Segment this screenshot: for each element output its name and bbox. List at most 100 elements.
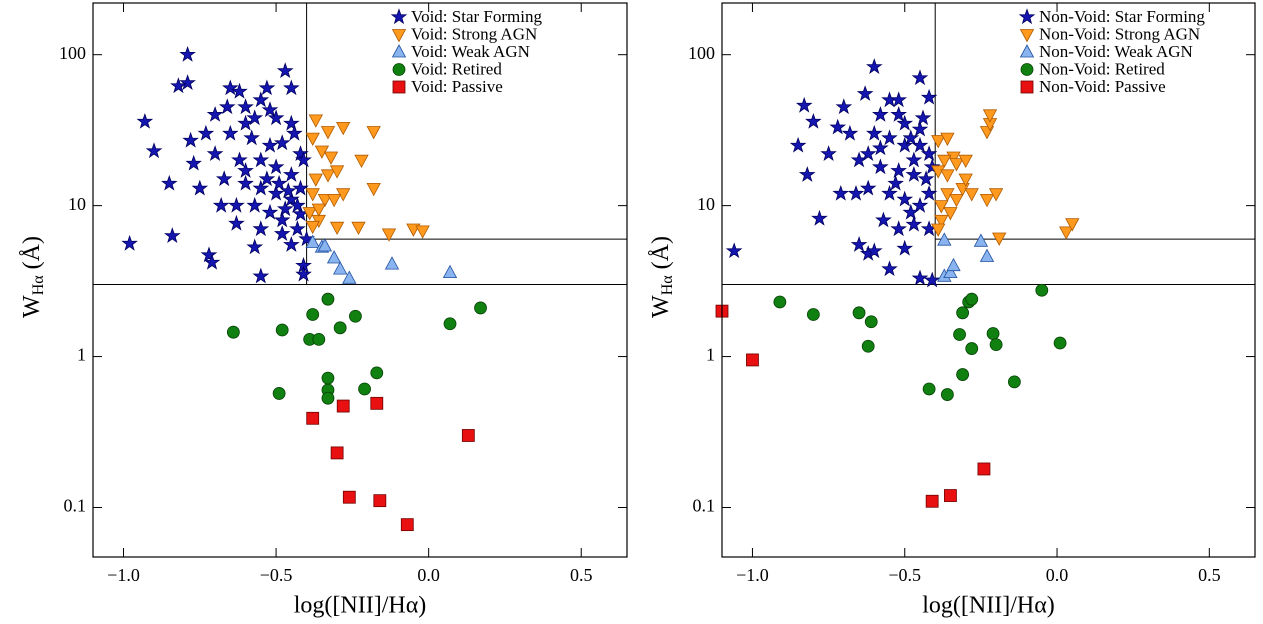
data-point [276,62,294,78]
data-point [925,494,939,508]
data-point [243,129,260,146]
data-point [911,269,929,286]
data-point [852,306,866,320]
data-point [200,246,218,263]
legend-marker [1020,80,1034,94]
data-point [443,317,457,331]
data-point [911,136,929,153]
data-point [1065,218,1080,232]
data-point [953,328,966,341]
data-point [292,179,309,196]
data-point [384,256,400,270]
data-point [956,368,970,381]
data-point [940,132,955,146]
series [302,114,430,242]
data-point [305,220,320,235]
data-point [896,114,914,131]
x-tick-label: 0.5 [570,565,593,585]
data-point [931,223,946,237]
data-point [977,462,991,476]
data-point [922,382,936,396]
x-tick-label: 0.0 [1046,565,1069,585]
y-label-main: W [19,295,45,318]
data-point [329,165,345,179]
data-point [988,188,1004,202]
legend-marker [1019,29,1035,43]
y-axis-label: WHα (Å) [19,236,47,318]
data-point [973,233,989,247]
data-point [317,193,333,208]
data-point [958,173,973,187]
data-point [1059,226,1074,240]
series [305,234,458,284]
data-point [212,196,230,213]
data-point [937,154,952,169]
data-point [354,154,369,169]
data-point [252,220,270,237]
data-point [902,203,920,220]
data-point [890,220,907,237]
y-tick-label: 0.1 [693,496,716,516]
legend-marker [1020,63,1034,76]
data-point [311,203,326,217]
legend-label: Non-Void: Star Forming [1039,7,1205,26]
series [715,304,991,508]
data-point [121,234,138,251]
data-point [351,221,366,236]
plot-frame [721,2,1256,558]
data-point [992,232,1007,246]
x-tick-label: −0.5 [260,565,293,585]
legend-marker [392,63,406,76]
data-point [320,169,336,183]
data-point [161,174,178,191]
y-tick-label: 1 [706,345,715,365]
data-point [940,169,955,183]
data-point [226,325,240,339]
y-label-sub: Hα [30,275,47,296]
data-point [179,74,196,91]
data-point [958,154,973,169]
data-point [920,88,938,105]
data-point [944,489,957,502]
data-point [986,327,1000,340]
data-point [949,158,964,172]
data-point [943,264,958,279]
data-point [231,82,248,99]
legend-label: Non-Void: Weak AGN [1039,42,1193,61]
legend-label: Non-Void: Passive [1039,77,1166,96]
data-point [292,145,309,161]
data-point [336,399,350,413]
data-point [215,170,233,187]
data-point [856,85,874,101]
data-point [280,182,297,199]
data-point [911,69,929,86]
data-point [164,227,181,244]
y-tick-label: 0.1 [64,496,87,516]
data-point [197,124,215,141]
data-point [847,185,865,201]
data-point [289,196,306,213]
data-point [864,315,878,329]
data-point [1035,283,1049,297]
data-point [267,158,285,175]
data-point [306,308,320,321]
data-point [872,139,889,156]
data-point [252,91,270,108]
legend-marker [391,44,407,58]
data-point [321,371,335,385]
data-point [931,165,946,179]
data-point [841,124,859,141]
plot-frame [92,2,628,558]
data-point [373,494,387,508]
data-point [835,98,853,115]
y-label-rest: (Å) [19,236,45,275]
series [121,45,315,284]
data-point [370,366,384,380]
data-point [336,122,351,136]
series [773,283,1067,401]
data-point [228,196,245,213]
data-point [206,106,224,122]
data-point [850,236,868,252]
data-point [795,96,813,113]
data-point [370,396,384,410]
